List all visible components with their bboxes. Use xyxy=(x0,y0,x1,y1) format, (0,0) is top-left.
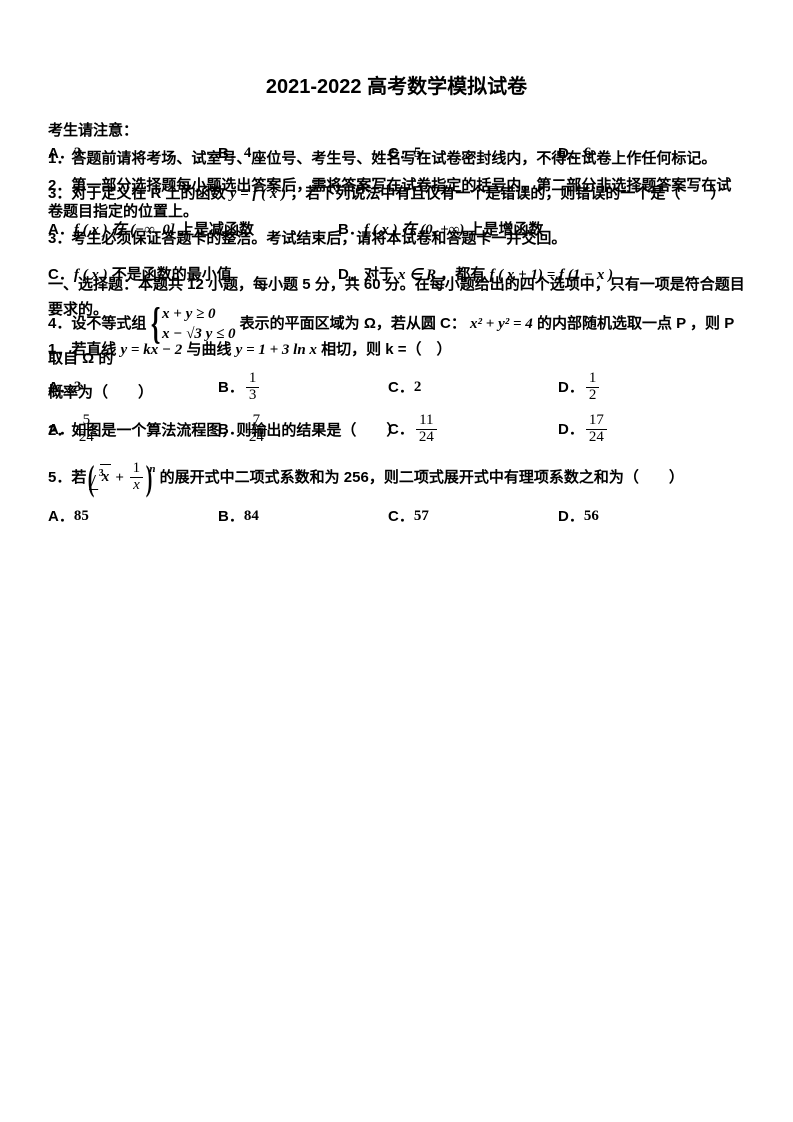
q1-opt-d-frac: 12 xyxy=(586,371,600,404)
q1-opt-b: B．13 xyxy=(218,371,388,404)
n: 7 xyxy=(246,413,267,430)
page-title: 2021-2022 高考数学模拟试卷 xyxy=(48,70,745,104)
lbl: B． xyxy=(338,221,364,238)
d: 24 xyxy=(416,430,437,446)
q1-opt-b-frac: 13 xyxy=(246,371,260,404)
question-5: 5．若 ( 3 x + 1x )n 的展开式中二项式系数和为 256，则二项式展… xyxy=(48,460,745,496)
d: 24 xyxy=(76,430,97,446)
d: 24 xyxy=(246,430,267,446)
lbl: A． xyxy=(48,221,74,238)
txt: 上是增函数 xyxy=(464,221,543,238)
q3-pre: 3．对于定义在 R 上的函数 xyxy=(48,185,230,202)
q4-options: A．524 B．724 C．1124 D．1724 xyxy=(48,413,745,446)
q5-opt-c: C．57 xyxy=(388,504,558,530)
q2-opt-a: A．3 xyxy=(48,141,218,167)
expr: f ( x ) 在 (−∞, 0] xyxy=(74,222,175,238)
sys-1: x + y ≥ 0 xyxy=(162,304,235,324)
v: 84 xyxy=(244,504,259,530)
notice-head: 考生请注意： xyxy=(48,118,745,144)
q2-a: 3 xyxy=(74,141,82,167)
plus: + xyxy=(115,469,127,485)
txt: 上是减函数 xyxy=(175,221,254,238)
q2-b: 4 xyxy=(244,141,252,167)
q1-opt-d: D．12 xyxy=(558,371,728,404)
n: 1 xyxy=(130,461,144,478)
lbl: C． xyxy=(48,266,74,283)
frac-d: 2 xyxy=(586,388,600,404)
v: 56 xyxy=(584,504,599,530)
q5-frac: 1x xyxy=(130,461,144,494)
cuberoot: 3 x xyxy=(95,464,112,491)
q3-opt-d: D．对于 x ∈ R ，都有 f ( x + 1) = f (1 − x ) xyxy=(338,262,745,289)
q3-opt-c: C．f ( x ) 不是函数的最小值 xyxy=(48,262,338,289)
q4-opt-d: D．1724 xyxy=(558,413,728,446)
q4-mid: 表示的平面区域为 Ω，若从圆 C： xyxy=(240,315,466,332)
q2-c: 5 xyxy=(414,141,422,167)
txt: 不是函数的最小值 xyxy=(108,266,232,283)
q3-opt-b: B．f ( x ) 在 (0, +∞) 上是增函数 xyxy=(338,217,745,244)
q3-post: ，若下列说法中有且仅有一个是错误的，则错误的一个是（ ） xyxy=(290,185,725,202)
rparen-icon: ) xyxy=(146,460,153,496)
expr: f ( x ) 在 (0, +∞) xyxy=(364,222,464,238)
q1-opt-c: C．2 xyxy=(388,371,558,404)
expr2: f ( x + 1) = f (1 − x ) xyxy=(489,267,613,283)
brace-icon: { xyxy=(150,302,160,346)
frac-d: 3 xyxy=(246,388,260,404)
v: 57 xyxy=(414,504,429,530)
q4-opt-b: B．724 xyxy=(218,413,388,446)
q4-opt-c: C．1124 xyxy=(388,413,558,446)
q5-pre: 5．若 xyxy=(48,468,86,485)
exam-page: 2021-2022 高考数学模拟试卷 考生请注意： 1．答题前请将考场、试室号、… xyxy=(0,0,793,1122)
q5-options: A．85 B．84 C．57 D．56 xyxy=(48,504,745,530)
d: x xyxy=(130,478,144,494)
d: 24 xyxy=(586,430,607,446)
q2-opt-b: B．4 xyxy=(218,141,388,167)
q2-options: A．3 B．4 C．5 D．6 xyxy=(48,141,745,167)
q4-opt-a: A．524 xyxy=(48,413,218,446)
frac-n: 1 xyxy=(586,371,600,388)
q1-opt-c-val: 2 xyxy=(414,375,422,401)
q4-circle: x² + y² = 4 xyxy=(470,316,533,332)
q4-system: x + y ≥ 0 x − √3 y ≤ 0 xyxy=(162,304,235,345)
q2-d: 6 xyxy=(584,141,592,167)
root-body: x xyxy=(100,464,112,491)
q2-opt-c: C．5 xyxy=(388,141,558,167)
q4-pre: 4．设不等式组 xyxy=(48,315,146,332)
q5-opt-b: B．84 xyxy=(218,504,388,530)
sys-2: x − √3 y ≤ 0 xyxy=(162,324,235,344)
q5-opt-d: D．56 xyxy=(558,504,728,530)
q3-expr: y = f ( x ) xyxy=(230,186,286,202)
expr: x ∈ R xyxy=(398,267,436,283)
n: 5 xyxy=(76,413,97,430)
n: 11 xyxy=(416,413,437,430)
expr: f ( x ) xyxy=(74,267,108,283)
q2-opt-d: D．6 xyxy=(558,141,728,167)
question-3: 3．对于定义在 R 上的函数 y = f ( x ) ，若下列说法中有且仅有一个… xyxy=(48,181,745,208)
v: 85 xyxy=(74,504,89,530)
q5-opt-a: A．85 xyxy=(48,504,218,530)
frac-n: 1 xyxy=(246,371,260,388)
q5-post: 的展开式中二项式系数和为 256，则二项式展开式中有理项系数之和为（ ） xyxy=(160,468,684,485)
lbl: D．对于 xyxy=(338,266,398,283)
n: 17 xyxy=(586,413,607,430)
q3-opt-a: A．f ( x ) 在 (−∞, 0] 上是减函数 xyxy=(48,217,338,244)
q3-options: A．f ( x ) 在 (−∞, 0] 上是减函数 B．f ( x ) 在 (0… xyxy=(48,217,745,288)
txt: ，都有 xyxy=(436,266,489,283)
